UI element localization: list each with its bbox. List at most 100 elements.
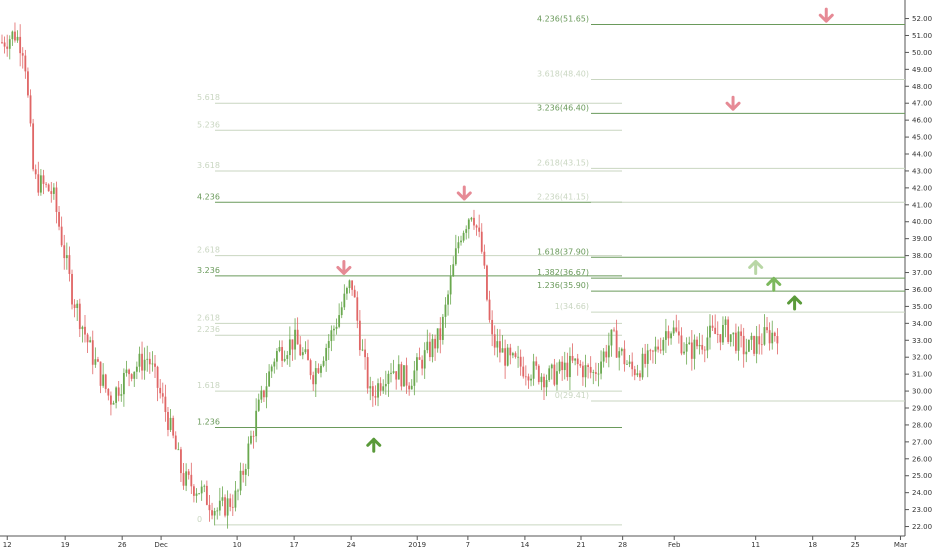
up-arrow-icon [787,295,803,311]
candle-body [221,497,224,501]
candle-body [34,169,37,175]
candle-body [410,385,413,390]
candle-body [535,361,538,366]
y-tick-label: 47.00 [912,100,932,108]
candle-body [527,376,530,381]
candle-body [239,470,242,491]
candle-body [452,264,455,277]
candle-body [670,333,672,339]
candle-body [537,365,540,383]
candle-body [584,365,587,378]
candle-body [60,226,63,246]
candle-body [387,373,390,384]
candle-body [27,71,29,96]
candle-body [89,340,92,343]
candle-body [84,326,86,335]
candle-body [553,364,556,385]
candle-body [581,365,584,378]
candle-body [631,361,634,370]
down-arrow-icon [336,259,352,275]
candle-body [719,334,722,343]
candle-body [1,42,3,44]
candle-body [268,371,271,387]
candle-body [491,319,494,335]
y-tick-label: 42.00 [912,184,932,192]
candle-body [120,394,123,396]
candle-body [270,366,273,372]
candle-body [122,372,125,395]
candle-body [574,358,577,361]
candle-body [299,344,302,356]
candle-body [384,383,387,387]
candle-body [576,358,579,365]
candle-body [740,331,743,336]
x-tick-label: 28 [618,541,627,549]
candle-body [260,390,263,400]
candle-body [545,380,548,388]
candle-body [211,510,213,516]
candle-body [556,371,558,385]
candle-body [509,347,512,356]
y-tick-label: 51.00 [912,32,932,40]
candle-body [130,374,133,379]
y-tick-label: 48.00 [912,83,932,91]
candle-body [662,339,665,351]
candle-body [706,337,709,351]
candle-body [683,351,685,354]
candle-body [654,346,657,352]
candle-body [646,350,649,364]
candle-body [755,336,758,354]
candle-body [501,348,504,353]
candle-body [237,490,239,492]
candle-body [50,191,53,194]
candle-body [252,435,255,437]
candle-body [735,332,737,351]
candle-body [343,293,346,308]
candle-body [37,174,40,193]
x-tick-label: Dec [154,541,168,549]
candle-body [177,449,180,451]
candle-body [330,330,333,342]
candle-body [569,355,571,378]
candle-body [597,373,600,375]
candle-body [6,46,9,49]
candle-body [690,342,693,359]
down-arrow-icon [818,7,834,23]
y-tick-label: 22.00 [912,523,932,531]
candle-body [421,359,424,369]
candle-body [242,470,245,475]
candle-body [589,366,592,373]
candle-body [431,338,434,358]
candle-body [291,339,294,350]
candle-body [234,490,237,508]
candle-body [133,371,136,379]
candle-body [97,359,99,362]
candle-body [447,294,449,305]
candle-body [255,410,258,437]
x-tick-label: 2019 [408,541,426,549]
candle-body [587,365,590,367]
candle-body [353,289,356,298]
x-tick-label: 21 [577,541,586,549]
fib-level-label: 3.618(48.40) [537,70,589,79]
up-arrow-shape [366,437,382,453]
candle-body [488,299,491,320]
candle-body [566,362,569,378]
y-tick-label: 40.00 [912,218,932,226]
candle-body [486,265,488,300]
candle-body [73,304,76,309]
candle-body [685,343,688,352]
candle-body [115,387,118,403]
candle-body [182,473,185,486]
down-arrow-icon [725,95,741,111]
candle-body [703,349,706,351]
candle-body [369,386,372,389]
candle-body [143,359,146,371]
candle-body [594,372,597,374]
y-tick-label: 43.00 [912,167,932,175]
y-tick-label: 37.00 [912,269,932,277]
candle-body [52,187,55,194]
candle-body [112,402,115,405]
candle-body [413,370,416,386]
